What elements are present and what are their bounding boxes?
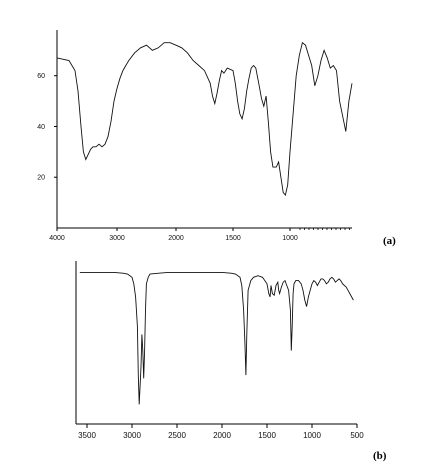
panel-b-x-tick-label: 3000 <box>123 431 141 440</box>
panel-a-y-tick-label: 40 <box>37 124 45 131</box>
panel-a-x-tick-label: 2000 <box>168 235 184 242</box>
panel-a-y-tick-label: 20 <box>37 175 45 182</box>
panel-b-x-tick-label: 2500 <box>168 431 186 440</box>
panel-a-x-tick-label: 1000 <box>282 235 298 242</box>
panel-a-x-tick-label: 4000 <box>49 235 65 242</box>
panel-b-x-ticks: 3500 3000 2500 2000 1500 1000 500 <box>78 424 364 440</box>
panel-b-x-tick-label: 500 <box>350 431 364 440</box>
panel-b-x-tick-label: 2000 <box>213 431 231 440</box>
panel-b-x-tick-label: 1000 <box>303 431 321 440</box>
panel-a-x-tick-label: 1500 <box>225 235 241 242</box>
panel-a-x-tick-label: 3000 <box>109 235 125 242</box>
panel-b-chart: 3500 3000 2500 2000 1500 1000 500 (b) <box>75 261 387 462</box>
panel-b-x-tick-label: 3500 <box>78 431 96 440</box>
panel-a-y-tick-label: 60 <box>37 73 45 80</box>
panel-a-spectrum-line <box>56 41 353 196</box>
panel-a-label: (a) <box>383 235 396 247</box>
panel-b-spectrum-line <box>79 271 354 405</box>
panel-a-x-ticks: 4000 3000 2000 1500 1000 <box>49 228 350 242</box>
panel-a-chart: 4000 3000 2000 1500 1000 20 40 60 (a) <box>37 30 396 247</box>
panel-b-x-tick-label: 1500 <box>258 431 276 440</box>
panel-a-y-ticks: 20 40 60 <box>37 73 57 182</box>
panel-b-label: (b) <box>373 450 387 462</box>
